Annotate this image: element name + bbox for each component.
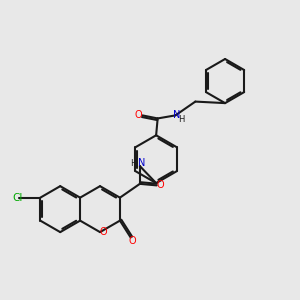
Text: N: N xyxy=(138,158,145,168)
Text: O: O xyxy=(100,227,107,237)
Text: N: N xyxy=(173,110,181,120)
Text: Cl: Cl xyxy=(12,193,22,202)
Text: O: O xyxy=(135,110,142,120)
Text: H: H xyxy=(130,158,136,167)
Text: O: O xyxy=(157,180,164,190)
Text: O: O xyxy=(128,236,136,245)
Text: H: H xyxy=(178,116,185,124)
